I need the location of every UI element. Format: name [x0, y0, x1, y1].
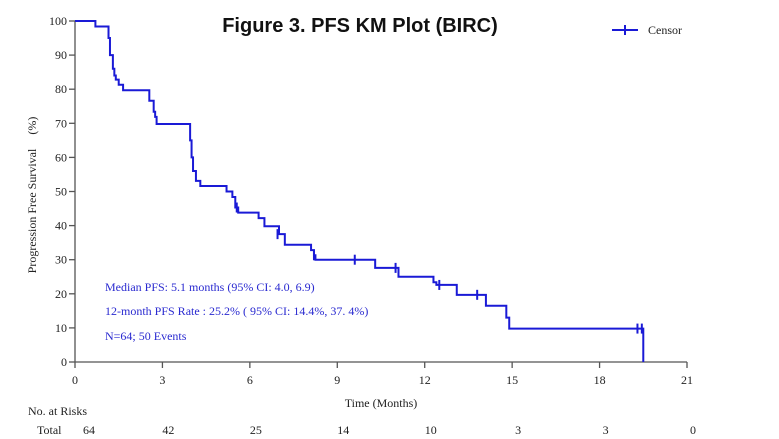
y-axis-label: Progression Free Survival(%): [25, 117, 39, 274]
chart-title: Figure 3. PFS KM Plot (BIRC): [222, 15, 498, 37]
legend: Censor: [612, 23, 682, 37]
x-tick-label: 18: [594, 373, 606, 387]
annotation-median: Median PFS: 5.1 months (95% CI: 4.0, 6.9…: [105, 280, 315, 294]
y-tick-label: 50: [55, 185, 67, 199]
x-tick-label: 9: [334, 373, 340, 387]
x-tick-label: 6: [247, 373, 253, 387]
y-tick-label: 80: [55, 82, 67, 96]
x-axis-label: Time (Months): [345, 396, 418, 410]
risk-value: 25: [250, 423, 262, 437]
y-tick-label: 40: [55, 219, 67, 233]
y-tick-label: 0: [61, 355, 67, 369]
risk-value: 42: [162, 423, 174, 437]
x-tick-label: 12: [419, 373, 431, 387]
risk-value: 64: [83, 423, 95, 437]
x-tick-label: 15: [506, 373, 518, 387]
y-tick-label: 70: [55, 116, 67, 130]
annotation-12m-rate: 12-month PFS Rate : 25.2% ( 95% CI: 14.4…: [105, 304, 368, 318]
y-tick-label: 10: [55, 321, 67, 335]
annotation-n-events: N=64; 50 Events: [105, 329, 187, 343]
y-tick-label: 100: [49, 14, 67, 28]
risk-value: 3: [515, 423, 521, 437]
km-survival-curve: [75, 20, 645, 362]
x-tick-label: 0: [72, 373, 78, 387]
risk-value: 0: [690, 423, 696, 437]
risk-value: 14: [337, 423, 349, 437]
risk-value: 3: [603, 423, 609, 437]
y-tick-label: 90: [55, 48, 67, 62]
y-tick-label: 60: [55, 150, 67, 164]
risk-value: 10: [425, 423, 437, 437]
y-tick-label: 20: [55, 287, 67, 301]
risk-row-label: Total: [37, 423, 62, 437]
y-tick-label: 30: [55, 253, 67, 267]
x-tick-label: 21: [681, 373, 693, 387]
risk-table-header: No. at Risks: [28, 404, 87, 418]
x-tick-label: 3: [159, 373, 165, 387]
legend-label: Censor: [648, 23, 682, 37]
